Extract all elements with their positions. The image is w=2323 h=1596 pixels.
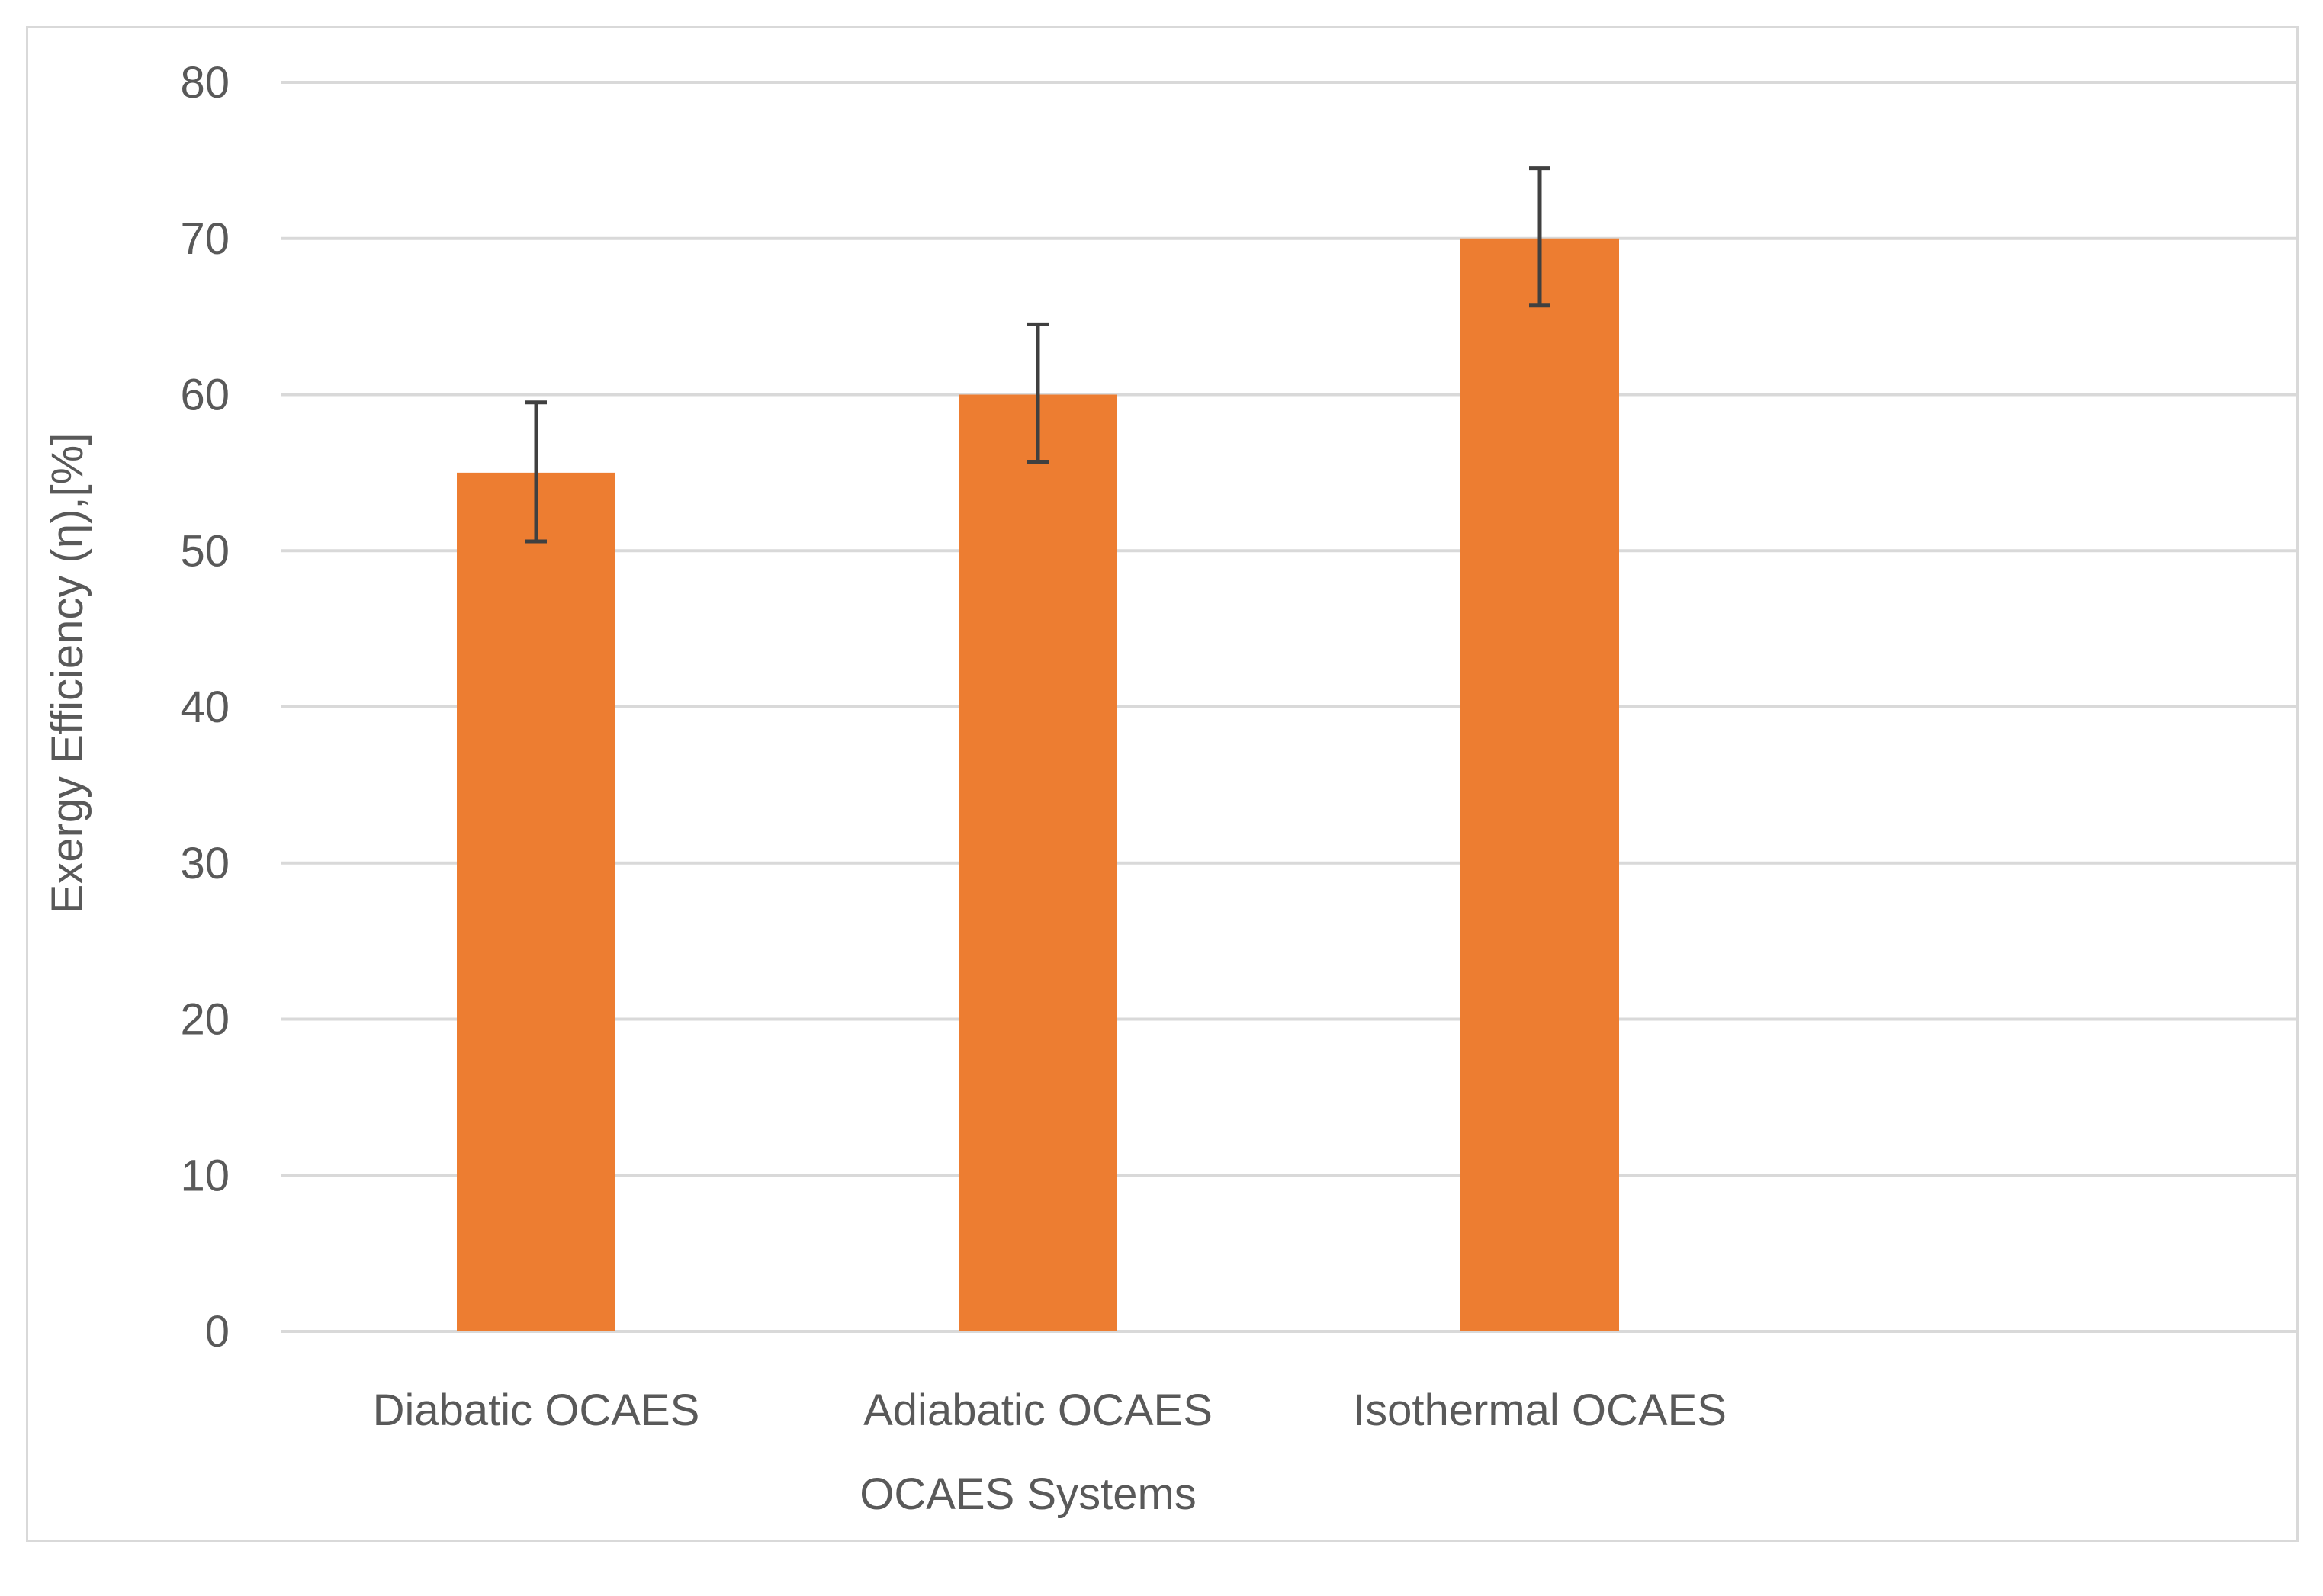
chart-container: 0 10 20 30 40 50 60 70 80 Diabatic OCAES Adiabati… <box>26 26 2299 1542</box>
error-bar-3 <box>1529 166 1550 308</box>
gridlines <box>281 81 2298 1333</box>
y-tick-label-10: 10 <box>180 1151 230 1200</box>
bars <box>457 238 1619 1331</box>
y-axis-title: Exergy Efficiency (η),[%] <box>43 433 92 914</box>
y-tick-label-20: 20 <box>180 995 230 1045</box>
bar-3 <box>1460 238 1619 1331</box>
y-tick-label-40: 40 <box>180 682 230 732</box>
x-category-label-2: Adiabatic OCAES <box>863 1386 1213 1435</box>
error-bar-1 <box>525 400 547 544</box>
y-tick-label-60: 60 <box>180 371 230 420</box>
error-bars <box>525 166 1550 544</box>
x-category-label-3: Isothermal OCAES <box>1353 1386 1727 1435</box>
x-category-label-1: Diabatic OCAES <box>373 1386 700 1435</box>
y-tick-label-80: 80 <box>180 58 230 108</box>
bar-1 <box>457 472 615 1331</box>
exergy-efficiency-bar-chart: 0 10 20 30 40 50 60 70 80 Diabatic OCAES Adiabati… <box>43 58 2298 1519</box>
y-axis-tick-labels: 0 10 20 30 40 50 60 70 80 <box>180 58 230 1357</box>
x-axis-category-labels: Diabatic OCAES Adiabatic OCAES Isothermal … <box>373 1386 1727 1435</box>
error-bar-2 <box>1027 322 1049 464</box>
x-axis-title: OCAES Systems <box>859 1469 1197 1519</box>
y-tick-label-70: 70 <box>180 214 230 264</box>
y-tick-label-0: 0 <box>205 1307 230 1357</box>
bar-2 <box>959 394 1117 1331</box>
y-tick-label-30: 30 <box>180 839 230 888</box>
y-tick-label-50: 50 <box>180 526 230 576</box>
